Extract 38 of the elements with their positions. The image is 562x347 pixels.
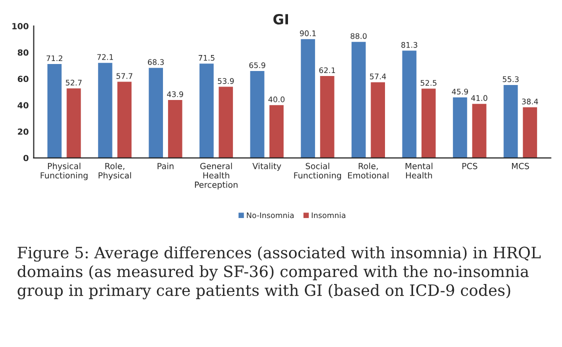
- bar: [472, 104, 486, 158]
- x-tick-label: Role, Physical: [98, 162, 131, 180]
- bar: [352, 42, 366, 158]
- x-tick-label: Social Functioning: [294, 162, 341, 180]
- x-tick-label: Physical Functioning: [40, 162, 88, 180]
- bar: [199, 64, 214, 158]
- bar: [66, 88, 81, 158]
- bar: [117, 82, 132, 158]
- x-tick-label: Pain: [158, 162, 174, 170]
- bar: [370, 82, 386, 158]
- bar: [168, 100, 182, 158]
- bar: [47, 64, 62, 158]
- bar: [269, 105, 284, 158]
- y-tick-label: 0: [23, 154, 28, 162]
- x-tick-label: General Health Perception: [194, 162, 238, 190]
- bar: [422, 88, 436, 158]
- y-tick-label: 20: [18, 128, 28, 135]
- y-tick-label: 100: [12, 23, 28, 30]
- x-tick-label: MCS: [512, 162, 530, 170]
- bar: [250, 70, 264, 158]
- y-tick-label: 80: [18, 49, 28, 56]
- bar: [148, 68, 163, 158]
- bar: [504, 84, 518, 158]
- bar: [218, 86, 233, 158]
- y-tick-label: 60: [18, 76, 28, 82]
- bar: [320, 76, 334, 158]
- bar: [98, 62, 112, 158]
- x-tick-label: Mental Health: [406, 162, 432, 179]
- x-tick-label: Role, Emotional: [348, 162, 388, 179]
- bar: [452, 97, 468, 158]
- x-tick-label: PCS: [462, 162, 478, 170]
- y-tick-label: 40: [18, 102, 28, 108]
- bar: [522, 107, 538, 158]
- caption: Figure 5: Average differences (associated with insomnia) in HRQL domains (as measured by SF-36) compared with the no-insomnia group in primary care patients with GI (based on ICD-9 codes): [18, 246, 541, 300]
- bar: [402, 50, 416, 158]
- chart-title: GI: [273, 14, 288, 24]
- x-tick-label: Vitality: [252, 162, 282, 171]
- bar: [300, 39, 316, 158]
